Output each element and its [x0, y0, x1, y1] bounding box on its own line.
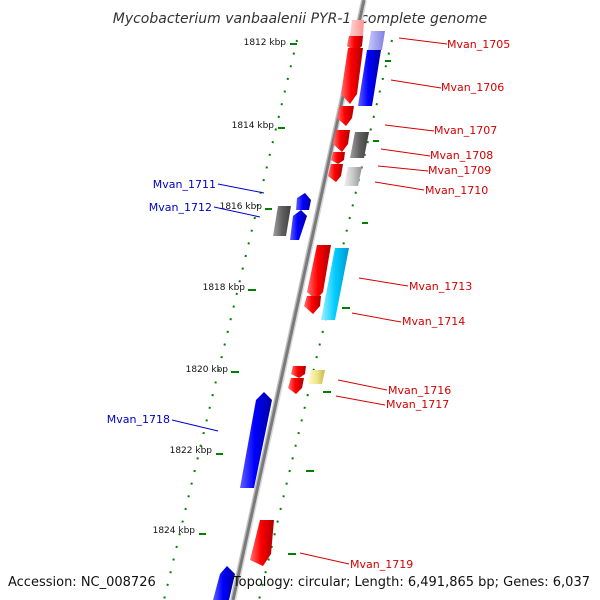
kbp-label: 1812 kbp [244, 38, 287, 48]
gene-label[interactable]: Mvan_1707 [434, 124, 497, 137]
gene-label[interactable]: Mvan_1710 [425, 184, 488, 197]
gene-label[interactable]: Mvan_1713 [409, 280, 472, 293]
kbp-label: 1818 kbp [203, 283, 246, 293]
gene-label[interactable]: Mvan_1719 [350, 558, 413, 571]
gene-arrow[interactable] [337, 106, 354, 126]
left-tick-marks [199, 43, 297, 535]
gene-block[interactable] [368, 31, 385, 50]
kbp-label: 1822 kbp [170, 446, 213, 456]
gene-label[interactable]: Mvan_1714 [402, 315, 465, 328]
gene-label[interactable]: Mvan_1718 [107, 413, 170, 426]
kbp-label: 1814 kbp [232, 121, 275, 131]
gene-arrow[interactable] [213, 566, 235, 600]
gene-block[interactable] [273, 206, 291, 236]
gene-arrow[interactable] [333, 130, 350, 152]
gene-label[interactable]: Mvan_1712 [149, 201, 212, 214]
outer-right-features [308, 31, 385, 384]
kbp-labels: 1812 kbp 1814 kbp 1816 kbp 1818 kbp 1820… [153, 38, 287, 536]
gene-label[interactable]: Mvan_1716 [388, 384, 451, 397]
map-title: Mycobacterium vanbaalenii PYR-1, complet… [113, 11, 488, 27]
genome-backbone [230, 0, 367, 600]
gene-labels: Mvan_1705 Mvan_1706 Mvan_1707 Mvan_1708 … [107, 38, 510, 571]
gene-arrow[interactable] [328, 164, 343, 182]
reverse-strand-genes [213, 193, 311, 600]
gene-arrow[interactable] [250, 520, 274, 566]
gene-label[interactable]: Mvan_1717 [386, 398, 449, 411]
forward-strand-genes [250, 20, 364, 566]
gene-arrow[interactable] [331, 152, 345, 164]
gene-arrow[interactable] [307, 245, 331, 300]
kbp-label: 1820 kbp [186, 365, 229, 375]
gene-arrow[interactable] [288, 378, 304, 394]
gene-arrow[interactable] [291, 366, 306, 378]
right-tick-marks [288, 60, 391, 555]
gene-arrow[interactable] [290, 210, 307, 240]
left-guide-dots [163, 39, 298, 600]
gene-label[interactable]: Mvan_1705 [447, 38, 510, 51]
gene-arrow[interactable] [240, 392, 272, 488]
label-leaders [171, 37, 448, 565]
accession-text: Accession: NC_008726 [8, 575, 156, 590]
gene-label[interactable]: Mvan_1711 [153, 178, 216, 191]
gene-arrow[interactable] [304, 296, 321, 314]
gene-arrow[interactable] [296, 193, 311, 210]
gene-block[interactable] [321, 248, 349, 320]
topology-text: Topology: circular; Length: 6,491,865 bp… [232, 575, 590, 590]
gene-label[interactable]: Mvan_1709 [428, 164, 491, 177]
gene-label[interactable]: Mvan_1708 [430, 149, 493, 162]
gene-block[interactable] [308, 370, 325, 384]
gene-block[interactable] [358, 50, 381, 106]
kbp-label: 1824 kbp [153, 526, 196, 536]
gene-arrow[interactable] [341, 48, 363, 104]
gene-block[interactable] [350, 132, 369, 158]
kbp-label: 1816 kbp [220, 202, 263, 212]
gene-label[interactable]: Mvan_1706 [441, 81, 504, 94]
gene-block[interactable] [344, 167, 362, 186]
